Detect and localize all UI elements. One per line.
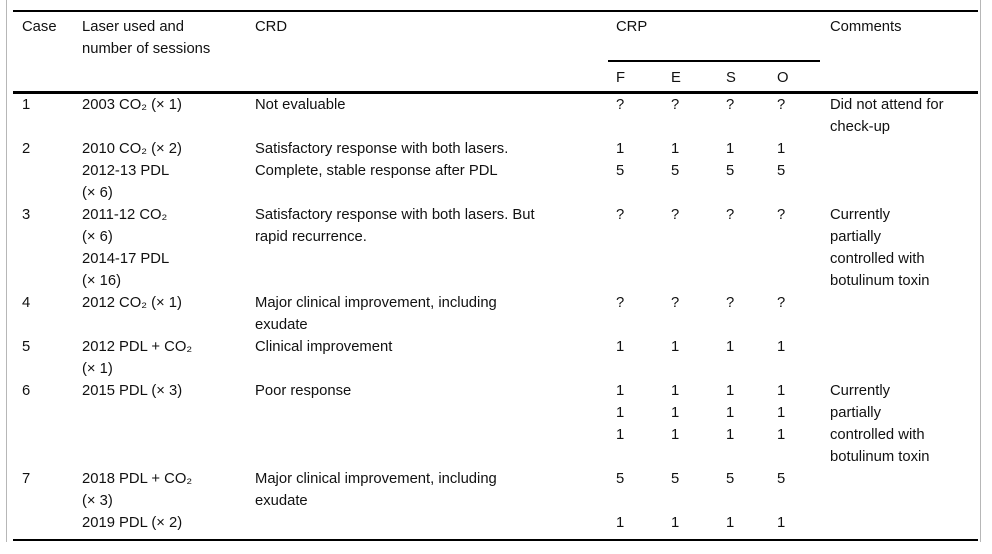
cell-s: ? [726, 96, 735, 113]
cell-comments: Currently partially controlled with botu… [830, 206, 930, 289]
cell-e: ? [671, 96, 680, 113]
cell-case: 4 [22, 294, 31, 311]
table-row: 4 2012 CO₂ (× 1) Major clinical improvemen… [13, 292, 978, 336]
cell-case: 6 [22, 382, 31, 399]
cell-f: 1 [616, 338, 625, 355]
cell-s: ? [726, 206, 735, 223]
col-header-crp-s: S [718, 61, 769, 94]
cell-case: 2 [22, 140, 31, 157]
figure-frame-left-border [6, 0, 7, 542]
cell-laser: 2012 CO₂ (× 1) [82, 294, 182, 311]
cell-crd: Clinical improvement [255, 338, 393, 355]
cell-e: ? [671, 294, 680, 311]
cell-o: 1 1 1 [777, 382, 786, 443]
cell-comments: Did not attend for check-up [830, 96, 944, 135]
cell-comments [820, 468, 978, 540]
cell-laser: 2010 CO₂ (× 2) 2012-13 PDL (× 6) [82, 140, 182, 201]
cell-e: ? [671, 206, 680, 223]
cell-s: 1 [726, 338, 735, 355]
case-report-table: Case Laser used and number of sessions C… [13, 10, 978, 541]
cell-laser: 2011-12 CO₂ (× 6) 2014-17 PDL (× 16) [82, 206, 170, 289]
cell-laser: 2018 PDL + CO₂ (× 3) 2019 PDL (× 2) [82, 470, 193, 531]
table-header: Case Laser used and number of sessions C… [13, 11, 978, 94]
col-header-crp-f: F [608, 61, 663, 94]
cell-s: ? [726, 294, 735, 311]
col-header-crp-o: O [769, 61, 820, 94]
cell-laser: 2003 CO₂ (× 1) [82, 96, 182, 113]
cell-e: 1 [671, 338, 680, 355]
header-row-crp-sub: F E S O [13, 61, 978, 94]
table-row: 2 2010 CO₂ (× 2) 2012-13 PDL (× 6) Satisfa… [13, 138, 978, 204]
table-row: 6 2015 PDL (× 3) Poor response 1 1 1 1 1 1 1 … [13, 380, 978, 468]
cell-o: ? [777, 96, 786, 113]
table-body: 1 2003 CO₂ (× 1) Not evaluable???? Did not … [13, 92, 978, 540]
cell-comments [820, 138, 978, 204]
cell-case: 1 [22, 96, 31, 113]
cell-crd: Major clinical improvement, including ex… [255, 470, 497, 509]
cell-f: 1 5 [616, 140, 625, 179]
cell-o: 1 5 [777, 140, 786, 179]
cell-f: 5 1 [616, 470, 625, 531]
cell-o: ? [777, 294, 786, 311]
cell-f: ? [616, 206, 625, 223]
cell-crd: Major clinical improvement, including ex… [255, 294, 497, 333]
cell-e: 1 5 [671, 140, 680, 179]
cell-crd: Satisfactory response with both lasers. … [255, 206, 535, 245]
cell-case: 5 [22, 338, 31, 355]
col-header-case: Case [13, 11, 74, 94]
cell-comments [820, 336, 978, 380]
cell-s: 1 5 [726, 140, 735, 179]
table-row: 5 2012 PDL + CO₂ (× 1) Clinical improvemen… [13, 336, 978, 380]
table-row: 7 2018 PDL + CO₂ (× 3) 2019 PDL (× 2) Majo… [13, 468, 978, 540]
cell-f: ? [616, 294, 625, 311]
cell-comments: Currently partially controlled with botu… [830, 382, 930, 465]
col-header-crd: CRD [247, 11, 608, 94]
cell-case: 3 [22, 206, 31, 223]
cell-o: ? [777, 206, 786, 223]
cell-f: ? [616, 96, 625, 113]
col-header-crp-e: E [663, 61, 718, 94]
cell-crd: Satisfactory response with both lasers. … [255, 140, 509, 179]
table-row: 3 2011-12 CO₂ (× 6) 2014-17 PDL (× 16) Sat… [13, 204, 978, 292]
cell-laser: 2012 PDL + CO₂ (× 1) [82, 338, 193, 377]
cell-crd: Not evaluable [255, 96, 346, 113]
cell-s: 5 1 [726, 470, 735, 531]
figure-frame-right-border [980, 0, 981, 542]
cell-crd: Poor response [255, 382, 352, 399]
cell-comments [820, 292, 978, 336]
cell-e: 1 1 1 [671, 382, 680, 443]
col-header-crp-group: CRP [608, 11, 820, 62]
cell-laser: 2015 PDL (× 3) [82, 382, 183, 399]
header-row-main: Case Laser used and number of sessions C… [13, 11, 978, 94]
cell-o: 5 1 [777, 470, 786, 531]
col-header-comments: Comments [820, 11, 978, 94]
cell-f: 1 1 1 [616, 382, 625, 443]
cell-o: 1 [777, 338, 786, 355]
cell-s: 1 1 1 [726, 382, 735, 443]
col-header-laser: Laser used and number of sessions [74, 11, 247, 94]
cell-case: 7 [22, 470, 31, 487]
table-row: 1 2003 CO₂ (× 1) Not evaluable???? Did not … [13, 92, 978, 138]
cell-e: 5 1 [671, 470, 680, 531]
